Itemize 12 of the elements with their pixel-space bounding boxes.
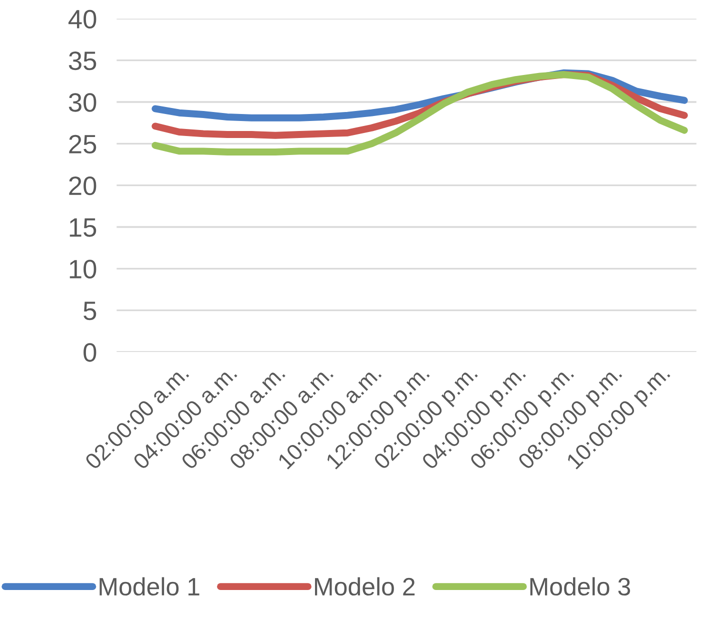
legend-label: Modelo 3: [530, 577, 630, 596]
y-tick-label: 5: [84, 302, 96, 320]
y-tick-label: 10: [70, 260, 96, 278]
legend-label: Modelo 2: [315, 577, 415, 596]
y-tick-label: 35: [68, 51, 96, 70]
y-tick-label: 20: [69, 176, 96, 196]
y-tick-label: 25: [69, 134, 96, 154]
y-tick-label: 40: [68, 10, 96, 29]
y-tick-label: 0: [84, 343, 96, 362]
legend-label: Modelo 1: [100, 577, 200, 596]
y-tick-label: 30: [68, 93, 96, 112]
y-tick-label: 15: [70, 218, 96, 237]
